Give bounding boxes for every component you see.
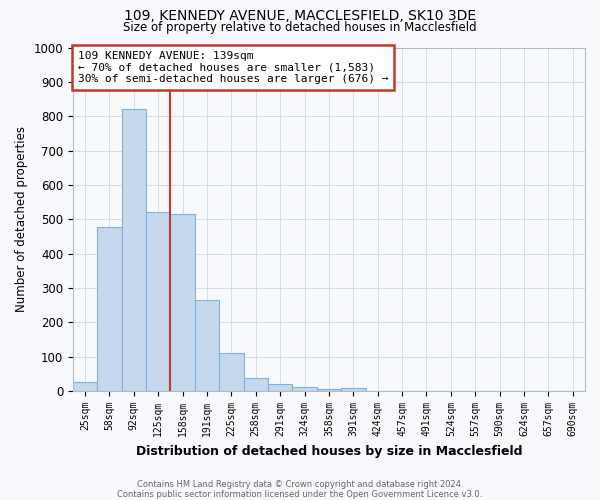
- Bar: [268, 384, 292, 391]
- Text: Contains HM Land Registry data © Crown copyright and database right 2024.
Contai: Contains HM Land Registry data © Crown c…: [118, 480, 482, 499]
- Text: Size of property relative to detached houses in Macclesfield: Size of property relative to detached ho…: [123, 21, 477, 34]
- Bar: [341, 388, 365, 391]
- Text: 109, KENNEDY AVENUE, MACCLESFIELD, SK10 3DE: 109, KENNEDY AVENUE, MACCLESFIELD, SK10 …: [124, 9, 476, 23]
- Bar: [122, 110, 146, 391]
- X-axis label: Distribution of detached houses by size in Macclesfield: Distribution of detached houses by size …: [136, 444, 522, 458]
- Bar: [73, 382, 97, 391]
- Bar: [195, 300, 219, 391]
- Bar: [97, 227, 122, 391]
- Bar: [244, 378, 268, 391]
- Bar: [170, 214, 195, 391]
- Bar: [317, 389, 341, 391]
- Text: 109 KENNEDY AVENUE: 139sqm
← 70% of detached houses are smaller (1,583)
30% of s: 109 KENNEDY AVENUE: 139sqm ← 70% of deta…: [78, 51, 389, 84]
- Bar: [292, 387, 317, 391]
- Y-axis label: Number of detached properties: Number of detached properties: [15, 126, 28, 312]
- Bar: [219, 352, 244, 391]
- Bar: [146, 212, 170, 391]
